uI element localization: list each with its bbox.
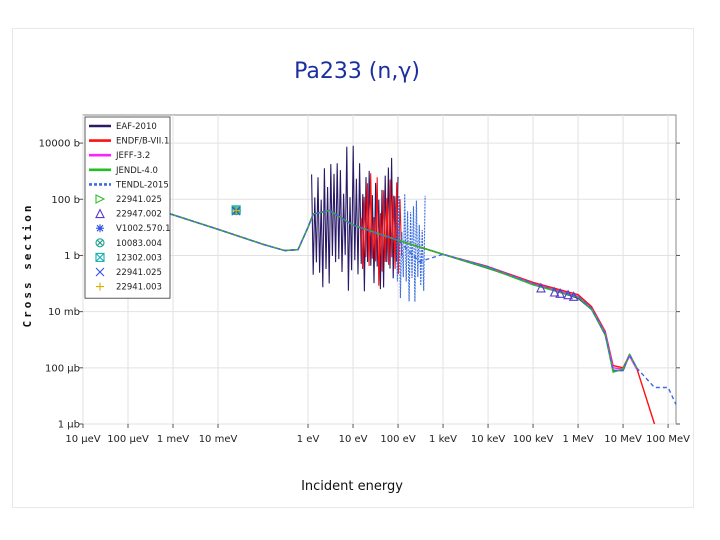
resonance-tendl-2015 — [395, 193, 426, 302]
legend-swatch-asterisk — [96, 224, 104, 233]
x-tick-label: 10 MeV — [604, 434, 642, 445]
legend-label: JENDL-4.0 — [115, 166, 158, 176]
legend: EAF-2010 ENDF/B-VII.1 JEFF-3.2 JENDL-4.0 TEN… — [84, 116, 171, 299]
legend-label: 22941.025 — [116, 195, 162, 205]
legend-label: ENDF/B-VII.1 — [116, 137, 169, 147]
legend-label: V1002.570.1 — [116, 224, 170, 234]
marker-22941-003-plus — [232, 206, 241, 215]
x-tick-label: 10 eV — [339, 434, 368, 445]
y-tick-label: 10000 b — [39, 139, 80, 150]
legend-label: EAF-2010 — [116, 122, 157, 132]
x-tick-label: 100 eV — [380, 434, 415, 445]
x-axis-ticks: 10 μeV 100 μeV 1 meV 10 meV 1 eV 10 eV 100 eV 1… — [65, 424, 690, 445]
y-tick-label: 1 μb — [58, 420, 80, 431]
series-line-tendl-2015 — [96, 190, 677, 405]
x-tick-label: 1 MeV — [562, 434, 593, 445]
legend-entry-jeff-3-2: JEFF-3.2 — [89, 151, 150, 161]
legend-label: 22947.002 — [116, 210, 162, 220]
x-tick-label: 100 MeV — [646, 434, 690, 445]
legend-label: 22941.003 — [116, 283, 162, 293]
legend-entry-10083-004: 10083.004 — [95, 238, 162, 249]
x-tick-label: 1 keV — [429, 434, 457, 445]
legend-entry-jendl-4-0: JENDL-4.0 — [89, 166, 158, 176]
legend-swatch-triangle — [95, 208, 105, 219]
marker-22947-002-triangle — [568, 291, 579, 301]
x-tick-label: 1 eV — [297, 434, 320, 445]
x-axis-label: Incident energy — [301, 479, 403, 494]
marker-22947-002-triangle — [563, 289, 573, 300]
legend-entry-eaf-2010: EAF-2010 — [89, 122, 157, 132]
x-tick-label: 10 meV — [199, 434, 238, 445]
resonance-eaf-2010 — [311, 145, 399, 292]
legend-swatch-circle-cross — [95, 238, 105, 248]
legend-entry-22941-025: 22941.025 — [95, 194, 162, 205]
chart-title: Pa233 (n,γ) — [294, 59, 420, 84]
x-tick-label: 10 μeV — [65, 434, 100, 445]
legend-entry-22941-025: 22941.025 — [95, 267, 162, 278]
legend-entry-22947-002: 22947.002 — [95, 208, 162, 220]
y-tick-label: 100 μb — [45, 363, 80, 374]
series-lines — [96, 190, 677, 425]
legend-label: TENDL-2015 — [115, 180, 169, 190]
y-tick-label: 1 b — [64, 251, 80, 262]
legend-label: 12302.003 — [116, 253, 162, 263]
x-tick-label: 100 μeV — [107, 434, 149, 445]
y-axis-ticks: 10000 b 100 b 1 b 10 mb 100 μb 1 μb — [39, 139, 680, 431]
y-tick-label: 10 mb — [48, 307, 80, 318]
marker-22947-002-triangle — [536, 282, 546, 293]
y-axis-label: Cross section — [21, 202, 34, 327]
legend-swatch-plus — [96, 282, 104, 291]
legend-label: 22941.025 — [116, 268, 162, 278]
legend-label: JEFF-3.2 — [115, 151, 150, 161]
marker-22947-002-triangle — [555, 288, 566, 298]
resonance-endf-b-vii-1 — [360, 173, 403, 286]
x-tick-label: 100 keV — [513, 434, 554, 445]
legend-entry-v1002-570-1: V1002.570.1 — [96, 224, 170, 234]
legend-entry-endf-b-vii-1: ENDF/B-VII.1 — [89, 137, 169, 147]
legend-swatch-square-x — [95, 252, 105, 262]
legend-label: 10083.004 — [116, 239, 162, 249]
legend-swatch-x — [95, 267, 105, 277]
x-tick-label: 10 keV — [471, 434, 505, 445]
y-tick-label: 100 b — [51, 195, 80, 206]
legend-entry-12302-003: 12302.003 — [95, 252, 162, 263]
marker-22947-002-triangle — [549, 286, 560, 297]
legend-swatch-triangle-right — [95, 194, 106, 204]
legend-entry-tendl-2015: TENDL-2015 — [89, 180, 169, 190]
legend-entry-22941-003: 22941.003 — [96, 282, 162, 293]
x-tick-label: 1 meV — [157, 434, 189, 445]
legend-box — [84, 116, 171, 299]
resonance-regions — [311, 145, 426, 302]
measurement-markers — [231, 205, 579, 301]
